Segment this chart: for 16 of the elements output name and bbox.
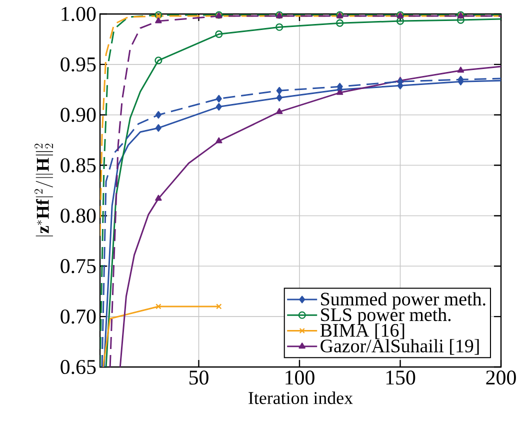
x-tick-label: 100 bbox=[286, 370, 314, 385]
y-tick-label: 0.80 bbox=[60, 208, 96, 223]
legend-label: BIMA [16] bbox=[320, 323, 404, 340]
x-axis-title: Iteration index bbox=[248, 391, 353, 404]
x-tick-label: 150 bbox=[386, 370, 416, 385]
y-tick-label: 0.95 bbox=[60, 57, 96, 72]
y-axis-title: $|\mathbf{z}^*\mathbf{H}\mathbf{f}|^2/\|\mathbf{H}\|_2^2$ bbox=[34, 144, 54, 236]
x-tick-label: 50 bbox=[189, 370, 208, 385]
x-tick-label: 200 bbox=[486, 370, 516, 385]
y-tick-label: 0.70 bbox=[60, 309, 96, 324]
y-tick-label: 1.00 bbox=[62, 6, 96, 22]
legend-label: Gazor/AlSuhaili [19] bbox=[320, 339, 479, 355]
y-tick-label: 0.90 bbox=[60, 108, 96, 122]
y-tick-label: 0.75 bbox=[60, 259, 96, 274]
y-tick-label: 0.85 bbox=[60, 158, 96, 172]
y-tick-label: 0.65 bbox=[60, 360, 96, 374]
